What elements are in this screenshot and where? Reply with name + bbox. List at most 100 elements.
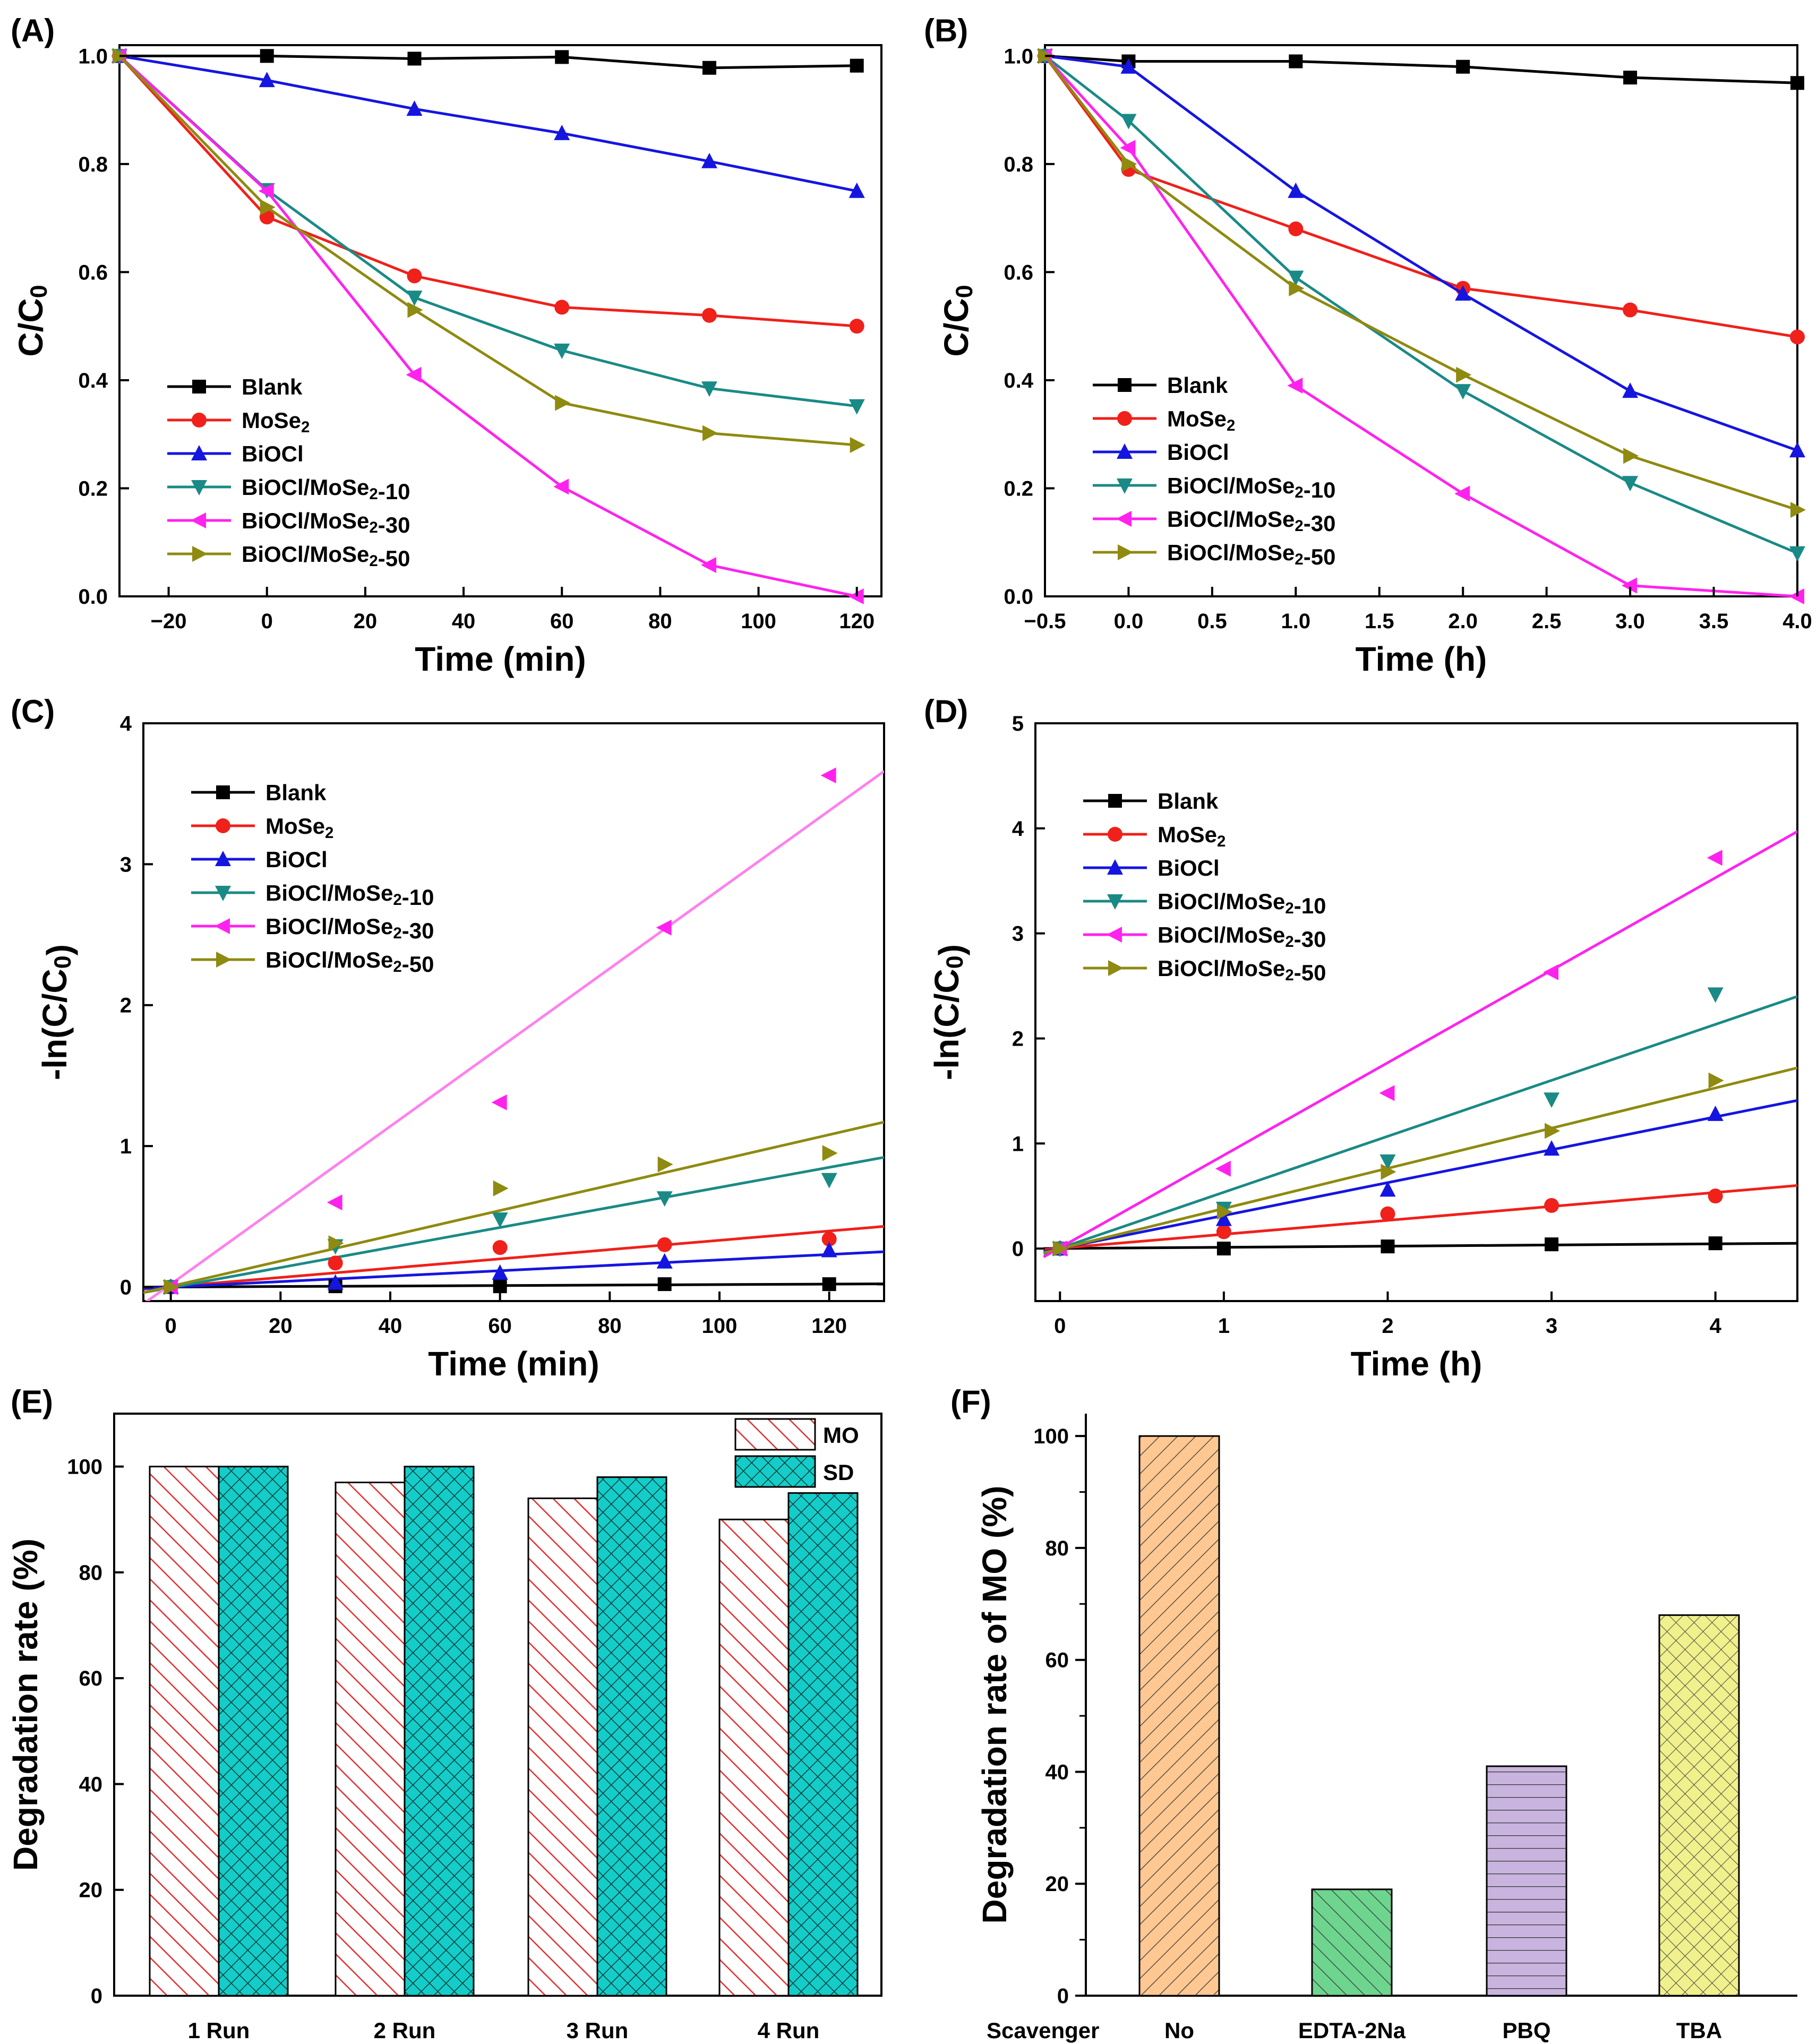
data-point bbox=[1790, 76, 1804, 90]
data-point bbox=[260, 199, 276, 216]
data-point bbox=[493, 1279, 507, 1294]
legend-label: BiOCl/MoSe2-50 bbox=[242, 542, 410, 571]
y-tick-label: 0 bbox=[1057, 1985, 1069, 2008]
x-category-label: 4 Run bbox=[758, 2018, 820, 2043]
y-axis-title: Degradation rate (%) bbox=[6, 1538, 45, 1871]
data-point bbox=[1790, 502, 1806, 518]
panel-a: (A) 0.0 0.2 0.4 0.6 0.8 1.0 −20 0 20 40 60 80 100 120 T… bbox=[11, 13, 882, 678]
plot-area bbox=[143, 767, 884, 1301]
data-point bbox=[554, 300, 570, 315]
data-point bbox=[493, 1180, 509, 1196]
series-line bbox=[118, 55, 858, 598]
data-point bbox=[822, 1277, 836, 1292]
fit-line bbox=[143, 1225, 884, 1290]
y-axis-title: C/C0 bbox=[937, 285, 978, 356]
plot-area bbox=[1043, 830, 1797, 1259]
bar bbox=[718, 1518, 790, 1997]
legend-marker bbox=[1118, 544, 1133, 560]
legend-label: BiOCl/MoSe2-30 bbox=[265, 914, 434, 943]
legend-swatch bbox=[734, 1418, 816, 1451]
x-tick-label: 80 bbox=[598, 1314, 622, 1338]
series-line bbox=[1044, 55, 1798, 511]
series-line bbox=[1044, 55, 1798, 554]
x-tick-label: 3.0 bbox=[1615, 610, 1645, 633]
data-point bbox=[1053, 1241, 1069, 1257]
legend-label: BiOCl/MoSe2-50 bbox=[1158, 956, 1326, 985]
x-tick-label: 80 bbox=[648, 610, 672, 633]
plot-frame bbox=[1034, 722, 1798, 1302]
fit-line bbox=[143, 1282, 884, 1289]
x-tick-label: 60 bbox=[488, 1314, 512, 1338]
x-tick-label: 40 bbox=[452, 610, 476, 633]
y-tick-label: 1 bbox=[1012, 1132, 1024, 1156]
fit-line bbox=[1043, 1099, 1797, 1253]
panel-e: (E) 1 Run 2 Run 3 Run 4 Run 0 20 40 60 80 100 Degra… bbox=[6, 1384, 882, 2043]
y-tick-label: 40 bbox=[1045, 1760, 1069, 1784]
series-line bbox=[1044, 54, 1798, 452]
legend-marker bbox=[191, 480, 207, 495]
data-point bbox=[555, 395, 571, 411]
x-axis-title: Time (min) bbox=[428, 1345, 599, 1383]
data-point bbox=[492, 1264, 508, 1280]
data-point bbox=[1379, 1154, 1396, 1170]
x-tick-label: −0.5 bbox=[1024, 610, 1066, 633]
data-point bbox=[848, 399, 865, 415]
data-point bbox=[657, 1156, 673, 1173]
y-tick-label: 0.4 bbox=[78, 369, 108, 392]
legend-label: SD bbox=[823, 1460, 854, 1485]
fit-line bbox=[143, 1121, 884, 1294]
bar bbox=[527, 1497, 598, 1997]
data-point bbox=[1381, 1239, 1395, 1254]
data-point bbox=[1708, 1188, 1723, 1204]
data-point bbox=[1622, 476, 1639, 492]
data-point bbox=[1289, 54, 1303, 69]
series-line bbox=[118, 55, 857, 447]
data-point bbox=[1455, 384, 1471, 400]
y-tick-label: 0.8 bbox=[78, 153, 108, 176]
legend-marker bbox=[192, 546, 208, 562]
x-tick-label: 120 bbox=[839, 610, 875, 633]
data-point bbox=[656, 919, 672, 936]
x-category-label: No bbox=[1164, 2018, 1194, 2043]
x-tick-label: 100 bbox=[741, 610, 776, 633]
bar bbox=[218, 1466, 289, 1997]
plot-frame bbox=[1044, 44, 1798, 597]
bar bbox=[787, 1492, 859, 1997]
legend-label: BiOCl/MoSe2-30 bbox=[1158, 922, 1326, 952]
data-point bbox=[1121, 156, 1137, 172]
data-point bbox=[407, 302, 423, 318]
legend-label: BiOCl/MoSe2-10 bbox=[1158, 889, 1326, 918]
bar bbox=[1658, 1614, 1740, 1997]
data-point bbox=[1288, 221, 1304, 236]
data-point bbox=[328, 1255, 343, 1271]
y-tick-label: 0.4 bbox=[1004, 369, 1033, 392]
x-category-label: PBQ bbox=[1502, 2018, 1550, 2043]
x-tick-label: 4.0 bbox=[1782, 610, 1812, 633]
y-axis-title: -ln(C/C0) bbox=[928, 944, 970, 1080]
data-point bbox=[1544, 1092, 1560, 1108]
y-tick-label: 4 bbox=[120, 712, 132, 736]
fit-line bbox=[1043, 995, 1797, 1255]
y-tick-label: 0.6 bbox=[1004, 261, 1033, 284]
data-point bbox=[554, 124, 570, 140]
data-point bbox=[1456, 366, 1472, 383]
data-point bbox=[1790, 329, 1805, 345]
data-point bbox=[702, 425, 718, 441]
y-tick-label: 1.0 bbox=[1004, 45, 1033, 68]
legend-marker bbox=[192, 413, 207, 427]
x-tick-label: 3 bbox=[1546, 1314, 1557, 1338]
y-axis-title: C/C0 bbox=[12, 285, 52, 356]
data-point bbox=[406, 100, 423, 116]
data-point bbox=[657, 1277, 672, 1292]
series-line bbox=[1044, 54, 1798, 84]
x-category-label: 2 Run bbox=[374, 2018, 436, 2043]
legend-marker bbox=[215, 886, 231, 901]
legend-marker bbox=[1108, 960, 1124, 976]
data-point bbox=[1215, 1160, 1231, 1177]
legend-marker bbox=[1108, 794, 1122, 808]
panel-b: (B)0.00.20.40.60.81.0−0.5 0.0 0.5 1.0 1.5 2.0… bbox=[924, 13, 1812, 678]
panel-letter: (B) bbox=[924, 13, 968, 48]
panel-f: (F) No EDTA-2Na PBQ TBA Scavenger 0 20 40 60 80 100… bbox=[950, 1384, 1797, 2043]
panel-letter: (C) bbox=[11, 694, 55, 729]
bar bbox=[1311, 1888, 1393, 1997]
